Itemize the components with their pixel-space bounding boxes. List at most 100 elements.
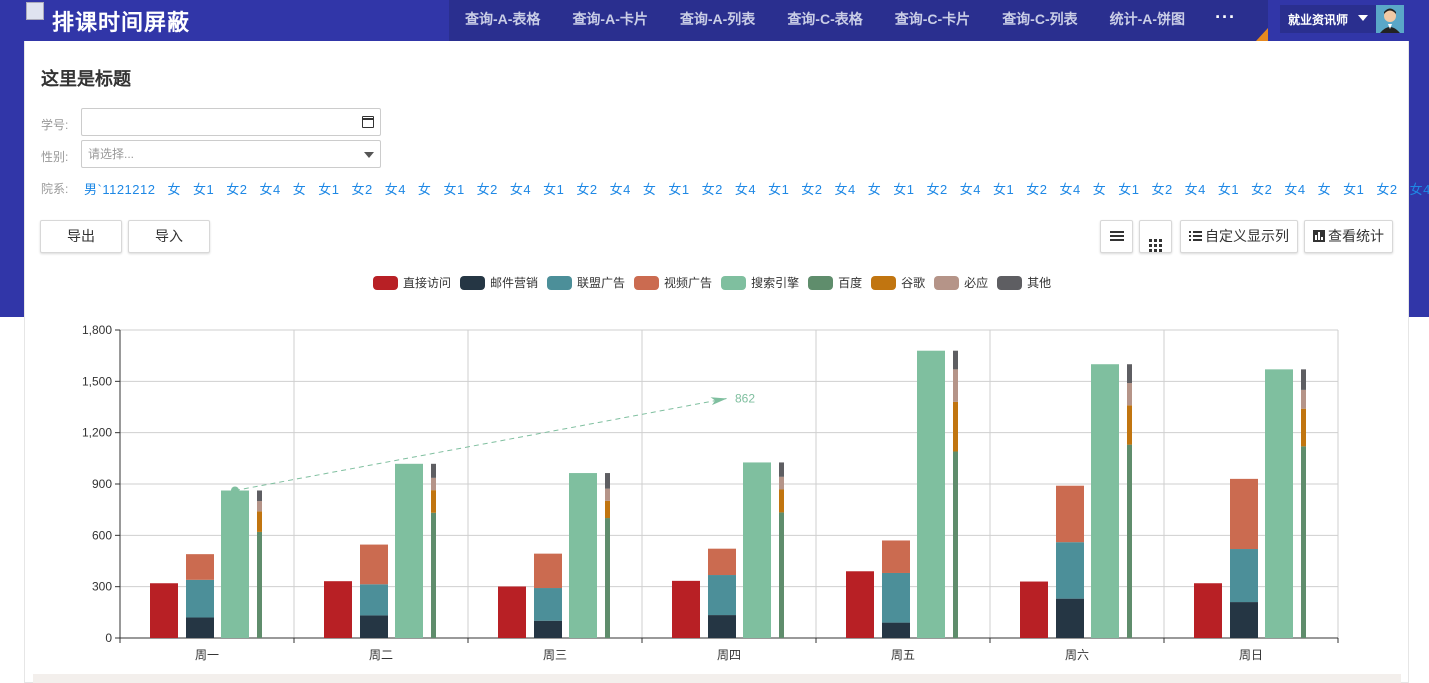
department-tag[interactable]: 女: [417, 182, 432, 197]
department-tag[interactable]: 女1: [318, 182, 340, 197]
legend-swatch: [634, 275, 660, 290]
import-button[interactable]: 导入: [128, 220, 210, 253]
department-tag[interactable]: 女4: [1284, 182, 1306, 197]
department-tag[interactable]: 女1: [768, 182, 790, 197]
bar-ad-segment: [1230, 549, 1258, 603]
department-tag[interactable]: 女: [292, 182, 307, 197]
caret-down-icon[interactable]: [1358, 15, 1368, 21]
bar-search-segment: [569, 473, 597, 638]
legend-item[interactable]: 其他: [997, 274, 1051, 291]
department-tag[interactable]: 女: [1317, 182, 1332, 197]
department-tag[interactable]: 女1: [992, 182, 1015, 197]
department-tag[interactable]: 女4: [1184, 182, 1206, 197]
department-tag[interactable]: 女4: [1059, 182, 1081, 197]
student-id-field[interactable]: [81, 108, 381, 136]
nav-item-query-a-table[interactable]: 查询-A-表格: [465, 11, 541, 27]
legend-item[interactable]: 谷歌: [871, 274, 925, 291]
bar-engine-segment: [257, 531, 262, 638]
student-id-label: 学号:: [41, 118, 69, 132]
view-stats-label: 查看统计: [1328, 228, 1384, 244]
nav-item-query-a-list[interactable]: 查询-A-列表: [679, 11, 756, 27]
bar-search-segment: [743, 462, 771, 638]
bar-ad-segment: [882, 622, 910, 638]
bar-engine-segment: [257, 511, 262, 532]
gender-select[interactable]: 请选择...: [81, 140, 381, 168]
department-tag[interactable]: 女2: [226, 182, 248, 197]
legend-item[interactable]: 视频广告: [634, 274, 712, 291]
legend-item[interactable]: 联盟广告: [547, 274, 625, 291]
legend-item[interactable]: 搜索引擎: [721, 274, 799, 291]
department-tag[interactable]: 女4: [259, 182, 281, 197]
department-tag[interactable]: 女2: [701, 182, 723, 197]
chevron-down-icon[interactable]: [364, 152, 374, 158]
bar-search-segment: [917, 350, 945, 638]
department-tag[interactable]: 女1: [1343, 182, 1365, 197]
nav-item-query-c-card[interactable]: 查询-C-卡片: [894, 11, 971, 27]
nav-more-icon[interactable]: ···: [1215, 7, 1237, 27]
annotation-line: [234, 397, 728, 491]
bar-ad-segment: [534, 620, 562, 638]
department-tag[interactable]: 女4: [384, 182, 406, 197]
bar-direct-segment: [1194, 583, 1222, 638]
nav-item-query-c-table[interactable]: 查询-C-表格: [787, 11, 863, 27]
department-label: 院系:: [41, 182, 69, 196]
department-tag[interactable]: 女2: [1251, 182, 1273, 197]
export-button[interactable]: 导出: [40, 220, 122, 253]
stacked-bar-chart: 0 300 600 900 1,200 1,500 1,800 周一 周二 周三 周四 周五 周六 周日 8…: [82, 323, 1339, 662]
department-tag[interactable]: 女4: [959, 182, 981, 197]
bar-engine-segment: [779, 489, 784, 513]
department-tag[interactable]: 女1: [668, 182, 690, 197]
department-tag[interactable]: 女: [167, 182, 181, 197]
department-tag[interactable]: 女2: [476, 182, 498, 197]
department-tag[interactable]: 女1: [443, 182, 465, 197]
nav-corner-marker: [1256, 28, 1268, 41]
department-tag[interactable]: 女1: [893, 182, 915, 197]
department-tag[interactable]: 女2: [1376, 182, 1398, 197]
department-tag[interactable]: 女4: [509, 182, 532, 197]
department-tag[interactable]: 女4: [1409, 182, 1429, 197]
bar-engine-segment: [431, 463, 436, 478]
legend-label: 谷歌: [901, 276, 926, 290]
department-tag[interactable]: 女1: [1217, 182, 1240, 197]
legend-swatch: [997, 275, 1023, 290]
avatar[interactable]: [1376, 5, 1404, 33]
department-tag[interactable]: 女: [642, 182, 657, 197]
content-card: 这里是标题 学号: 性别: 请选择... 院系: 男`1121212 女女1 女2 女…: [24, 41, 1429, 683]
custom-columns-button[interactable]: 自定义显示列: [1180, 220, 1298, 253]
department-tag[interactable]: 女1: [193, 182, 215, 197]
department-tag[interactable]: 女1: [543, 182, 565, 197]
legend-item[interactable]: 百度: [808, 274, 862, 291]
x-tick-label: 周四: [717, 648, 741, 662]
department-tag[interactable]: 女: [1092, 182, 1107, 197]
legend-label: 必应: [964, 276, 989, 290]
department-tag[interactable]: 女2: [801, 182, 823, 197]
nav-item-query-a-card[interactable]: 查询-A-卡片: [572, 11, 648, 27]
legend-item[interactable]: 邮件营销: [460, 274, 538, 291]
department-tag[interactable]: 女: [867, 182, 882, 197]
y-tick-label: 900: [92, 477, 112, 491]
legend-item[interactable]: 必应: [934, 274, 988, 291]
department-tag[interactable]: 女4: [609, 182, 631, 197]
list-view-button[interactable]: [1100, 220, 1133, 253]
bar-ad-segment: [708, 548, 736, 576]
department-tag[interactable]: 女4: [834, 182, 856, 197]
legend-swatch: [373, 275, 398, 290]
bar-engine-segment: [605, 518, 610, 638]
legend-swatch: [460, 275, 486, 290]
calendar-icon[interactable]: [362, 116, 374, 128]
department-tag[interactable]: 女2: [926, 182, 948, 197]
user-menu[interactable]: 就业资讯师: [1280, 5, 1404, 33]
legend-item[interactable]: 直接访问: [373, 274, 451, 291]
department-tag[interactable]: 女1: [1118, 182, 1140, 197]
department-tag[interactable]: 女2: [576, 182, 598, 197]
grid-view-button[interactable]: [1139, 220, 1172, 253]
department-tag[interactable]: 女2: [351, 182, 373, 197]
department-tag[interactable]: 女4: [734, 182, 757, 197]
department-tag[interactable]: 女2: [1151, 182, 1173, 197]
nav-item-query-c-list[interactable]: 查询-C-列表: [1002, 11, 1078, 27]
nav-item-stats-a-pie[interactable]: 统计-A-饼图: [1109, 11, 1186, 27]
department-tag[interactable]: 女2: [1026, 182, 1048, 197]
bar-engine-segment: [431, 477, 436, 491]
department-tag[interactable]: 男`1121212: [84, 182, 156, 197]
view-stats-button[interactable]: 查看统计: [1304, 220, 1393, 253]
